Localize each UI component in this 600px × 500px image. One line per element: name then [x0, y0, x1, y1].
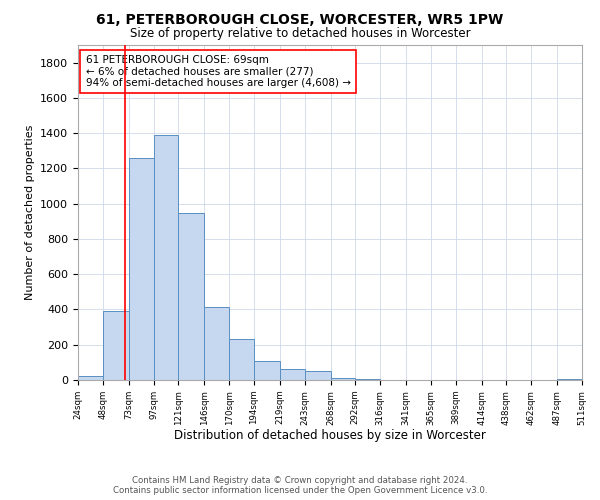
Text: 61, PETERBOROUGH CLOSE, WORCESTER, WR5 1PW: 61, PETERBOROUGH CLOSE, WORCESTER, WR5 1… [97, 12, 503, 26]
Text: Size of property relative to detached houses in Worcester: Size of property relative to detached ho… [130, 28, 470, 40]
Text: 61 PETERBOROUGH CLOSE: 69sqm
← 6% of detached houses are smaller (277)
94% of se: 61 PETERBOROUGH CLOSE: 69sqm ← 6% of det… [86, 55, 350, 88]
Y-axis label: Number of detached properties: Number of detached properties [25, 125, 35, 300]
Bar [280, 368, 305, 380]
Bar [305, 371, 331, 380]
Bar [355, 379, 380, 380]
Bar [154, 135, 178, 380]
Bar [204, 307, 229, 380]
X-axis label: Distribution of detached houses by size in Worcester: Distribution of detached houses by size … [174, 429, 486, 442]
Bar [557, 379, 582, 380]
Bar [103, 311, 129, 380]
Bar [254, 360, 280, 380]
Bar [178, 212, 204, 380]
Bar [129, 158, 154, 380]
Bar [78, 376, 103, 380]
Bar [229, 338, 254, 380]
Text: Contains HM Land Registry data © Crown copyright and database right 2024.
Contai: Contains HM Land Registry data © Crown c… [113, 476, 487, 495]
Bar [331, 378, 355, 380]
